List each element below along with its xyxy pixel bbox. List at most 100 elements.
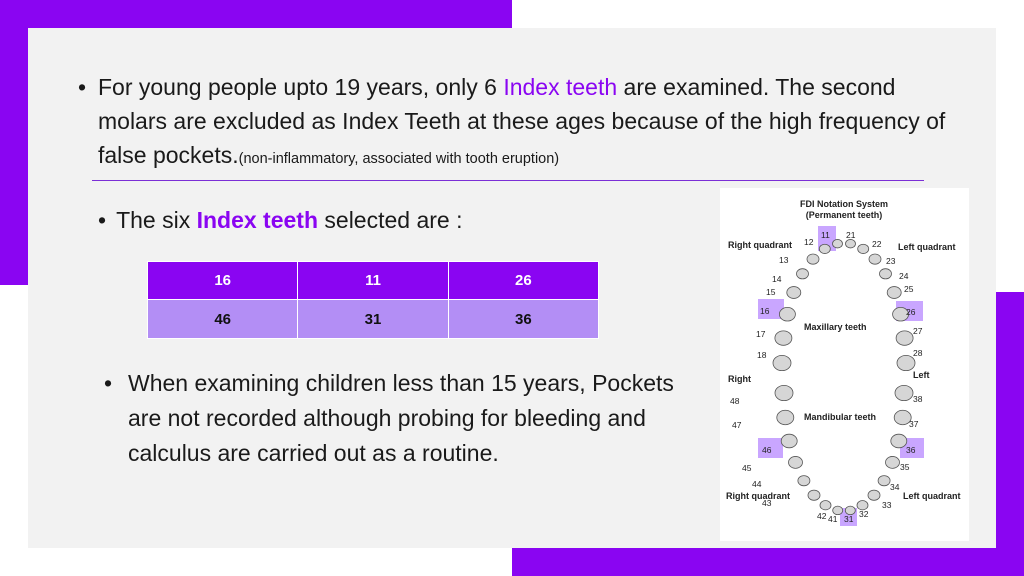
index-teeth-highlight: Index teeth — [196, 207, 319, 233]
tooth-shape — [776, 409, 795, 426]
tooth-number: 44 — [752, 479, 762, 489]
bullet-dot: • — [98, 207, 107, 233]
tooth-number: 18 — [757, 350, 767, 360]
tooth-shape — [786, 286, 802, 299]
bullet-six-index-teeth: • The six Index teeth selected are : — [98, 207, 463, 233]
lower-right-numbers: 41 42 43 44 45 46 47 48 — [730, 396, 838, 524]
tooth-shape — [797, 475, 811, 487]
bullet-children: • When examining children less than 15 y… — [104, 366, 684, 471]
tooth-shape — [845, 239, 856, 249]
chart-subtitle: (Permanent teeth) — [806, 210, 883, 220]
tooth-number: 12 — [804, 237, 814, 247]
bullet-text: For young people upto 19 years, only 6 I… — [98, 74, 946, 168]
bullet-dot: • — [78, 74, 87, 100]
fdi-dental-chart: FDI Notation System (Permanent teeth) Ri… — [720, 188, 969, 541]
highlight-16 — [758, 299, 784, 319]
tooth-number: 14 — [772, 274, 782, 284]
tooth-number: 27 — [913, 326, 923, 336]
tooth-number: 23 — [886, 256, 896, 266]
tooth-shape — [896, 354, 916, 372]
index-teeth-table: 16 11 26 46 31 36 — [146, 261, 600, 339]
tooth-number: 17 — [756, 329, 766, 339]
bullet-dot: • — [104, 370, 113, 396]
table-cell: 31 — [297, 299, 449, 339]
table-cell: 16 — [146, 261, 299, 300]
tooth-shape — [796, 268, 809, 280]
table-row: 16 11 26 — [146, 261, 600, 300]
tooth-shape — [856, 500, 869, 511]
index-teeth-highlight: Index teeth — [503, 74, 618, 100]
tooth-shape — [868, 253, 882, 265]
fdi-chart-svg: FDI Notation System (Permanent teeth) Ri… — [726, 199, 961, 526]
tooth-number: 48 — [730, 396, 740, 406]
chart-title: FDI Notation System — [800, 199, 888, 209]
tooth-number: 35 — [900, 462, 910, 472]
bullet-text: When examining children less than 15 yea… — [128, 370, 674, 466]
table-cell: 26 — [447, 261, 600, 300]
tooth-shape — [879, 268, 892, 280]
tooth-number: 34 — [890, 482, 900, 492]
label-right: Right — [728, 374, 751, 384]
upper-left-numbers: 21 22 23 24 25 26 27 28 — [846, 230, 923, 358]
tooth-number: 22 — [872, 239, 882, 249]
divider-line — [92, 180, 924, 181]
label-right-quadrant-lower: Right quadrant — [726, 491, 790, 501]
label-left-quadrant-upper: Left quadrant — [898, 242, 956, 252]
tooth-number: 42 — [817, 511, 827, 521]
accent-bar-top — [0, 0, 512, 28]
tooth-shape — [807, 489, 821, 501]
label-maxillary: Maxillary teeth — [804, 322, 867, 332]
tooth-shape — [867, 489, 881, 501]
tooth-shape — [788, 456, 803, 469]
tooth-number: 46 — [762, 445, 772, 455]
tooth-shape — [877, 475, 891, 487]
tooth-number: 11 — [821, 230, 830, 240]
tooth-shape — [780, 433, 798, 449]
table-cell: 46 — [146, 299, 299, 339]
tooth-shape — [895, 330, 914, 346]
lower-left-numbers: 31 32 33 34 35 36 37 38 — [844, 394, 923, 524]
highlight-46 — [758, 438, 783, 458]
teeth-group — [772, 239, 916, 516]
tooth-shape — [806, 253, 820, 265]
table-cell: 36 — [447, 299, 600, 339]
upper-right-numbers: 11 12 13 14 15 16 17 18 — [756, 230, 830, 360]
accent-bar-right — [996, 292, 1024, 576]
tooth-number: 36 — [906, 445, 916, 455]
bullet-young-people: • For young people upto 19 years, only 6… — [78, 70, 958, 176]
tooth-shape — [894, 384, 914, 402]
tooth-shape — [774, 330, 793, 346]
tooth-shape — [818, 243, 831, 254]
tooth-number: 21 — [846, 230, 856, 240]
tooth-shape — [832, 505, 844, 516]
tooth-shape — [890, 433, 908, 449]
tooth-number: 37 — [909, 419, 919, 429]
tooth-number: 28 — [913, 348, 923, 358]
tooth-shape — [857, 243, 870, 254]
tooth-shape — [772, 354, 792, 372]
label-right-quadrant-upper: Right quadrant — [728, 240, 792, 250]
tooth-number: 16 — [760, 306, 770, 316]
accent-bar-left — [0, 0, 28, 285]
tooth-shape — [885, 456, 900, 469]
tooth-shape — [774, 384, 794, 402]
tooth-shape — [844, 505, 856, 516]
tooth-shape — [779, 306, 796, 322]
tooth-number: 45 — [742, 463, 752, 473]
tooth-number: 47 — [732, 420, 742, 430]
tooth-number: 32 — [859, 509, 869, 519]
accent-bar-bottom — [512, 548, 1024, 576]
tooth-number: 13 — [779, 255, 789, 265]
label-left-quadrant-lower: Left quadrant — [903, 491, 961, 501]
tooth-number: 24 — [899, 271, 909, 281]
tooth-shape — [819, 500, 832, 511]
tooth-number: 15 — [766, 287, 776, 297]
label-mandibular: Mandibular teeth — [804, 412, 876, 422]
tooth-shape — [892, 306, 910, 322]
tooth-number: 33 — [882, 500, 892, 510]
tooth-number: 41 — [828, 514, 838, 524]
tooth-number: 38 — [913, 394, 923, 404]
tooth-shape — [886, 286, 902, 299]
tooth-number: 43 — [762, 498, 772, 508]
tooth-shape — [893, 409, 912, 426]
